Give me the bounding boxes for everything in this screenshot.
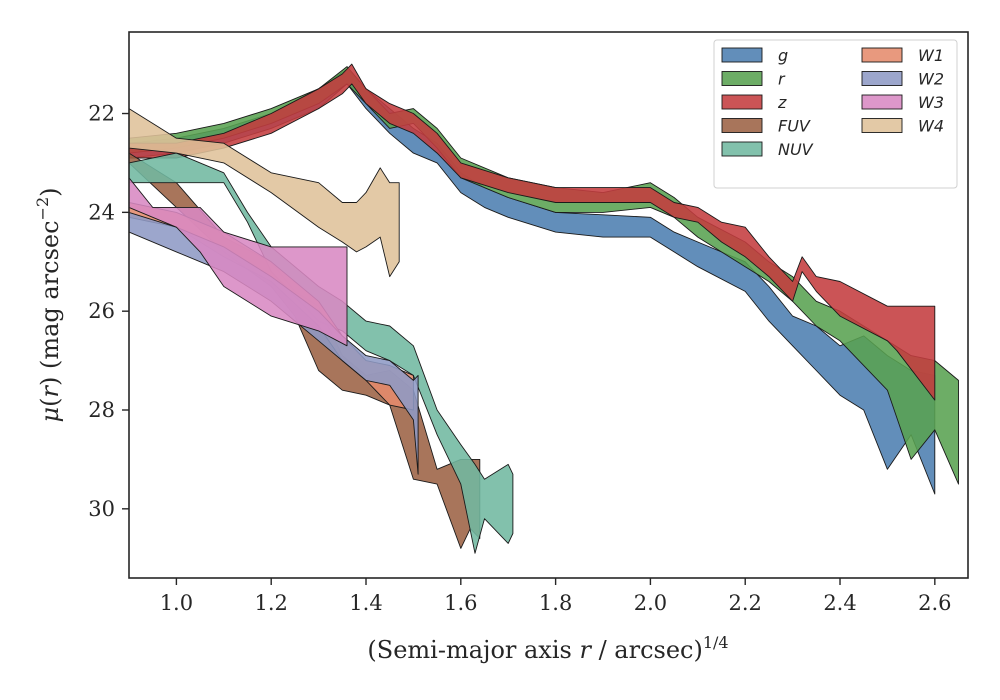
x-tick-label: 2.4 [823, 591, 856, 615]
x-tick-label: 1.8 [539, 591, 572, 615]
y-axis-title: μ(r) (mag arcsec−2) [33, 187, 64, 422]
band-layer [128, 63, 959, 554]
y-axis: 22 24 26 28 30 [88, 102, 129, 521]
plot-frame [128, 31, 969, 579]
legend-swatch-nuv [721, 141, 763, 157]
x-axis-title: (Semi-major axis r / arcsec)1/4 [367, 633, 728, 664]
legend-items: grz FUV NUV W1 W2 W3 W4 [721, 46, 944, 159]
x-axis: 1.0 1.2 1.4 1.6 1.8 2.0 2.2 2.4 2.6 [160, 578, 952, 615]
legend-label-w1: W1 [918, 46, 944, 65]
legend-swatch-g [721, 47, 763, 63]
x-tick-label: 1.0 [160, 591, 193, 615]
y-tick-label: 28 [88, 398, 115, 422]
x-tick-label: 1.6 [444, 591, 477, 615]
legend-swatch-r [721, 71, 763, 86]
legend-swatch-w2 [861, 71, 903, 86]
x-tick-label: 2.0 [634, 591, 667, 615]
legend-label-z: z [777, 93, 787, 112]
x-tick-label: 2.6 [918, 591, 951, 615]
x-tick-label: 2.2 [729, 591, 762, 615]
legend-label-g: g [778, 46, 788, 65]
x-tick-label: 1.2 [255, 591, 288, 615]
y-tick-label: 22 [88, 102, 115, 126]
legend-label-r: r [778, 70, 786, 89]
legend-swatch-w3 [861, 94, 903, 110]
legend-swatch-z [721, 94, 763, 110]
band-z [128, 63, 936, 401]
y-tick-label: 26 [88, 299, 115, 323]
legend-swatch-w1 [861, 47, 903, 63]
legend-swatch-fuv [721, 118, 763, 133]
legend-label-fuv: FUV [778, 117, 811, 136]
legend-swatch-w4 [861, 118, 903, 133]
band-w4 [128, 108, 400, 278]
legend-label-w4: W4 [918, 117, 944, 136]
legend-label-nuv: NUV [778, 140, 814, 159]
y-tick-label: 30 [88, 497, 115, 521]
legend: grz FUV NUV W1 W2 W3 W4 [713, 39, 958, 189]
legend-label-w3: W3 [918, 93, 944, 112]
legend-label-w2: W2 [918, 70, 944, 89]
band-w3 [128, 177, 348, 347]
x-tick-label: 1.4 [349, 591, 382, 615]
y-tick-label: 24 [88, 200, 115, 224]
